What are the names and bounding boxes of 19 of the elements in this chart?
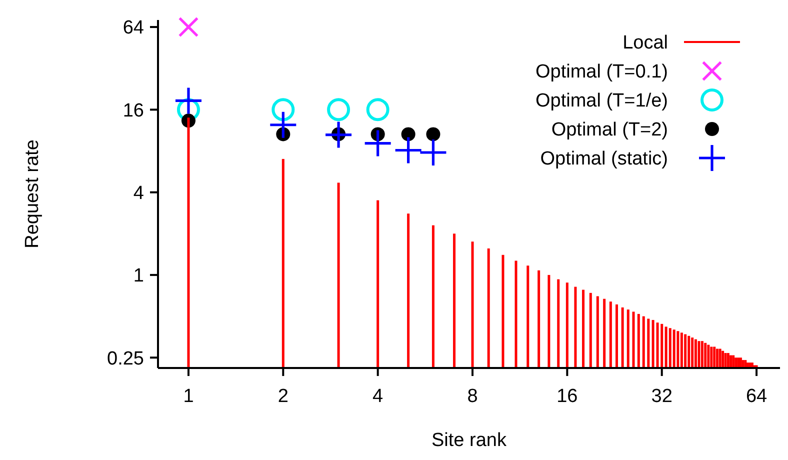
legend-label: Optimal (static) (540, 148, 668, 170)
x-tick-label: 16 (556, 386, 578, 407)
y-tick-label: 1 (133, 266, 144, 287)
legend-label: Local (622, 32, 668, 54)
y-tick-label: 0.25 (107, 348, 144, 370)
y-tick-label: 64 (122, 18, 144, 39)
x-tick-label: 8 (467, 386, 478, 407)
legend-label: Optimal (T=0.1) (535, 62, 668, 83)
y-tick-label: 16 (122, 100, 144, 122)
legend-label: Optimal (T=1/e) (535, 90, 668, 112)
y-axis-title: Request rate (22, 140, 43, 248)
legend-label: Optimal (T=2) (551, 120, 668, 141)
x-tick-label: 64 (746, 386, 768, 407)
x-tick-label: 4 (372, 386, 384, 407)
x-tick-label: 1 (183, 386, 194, 407)
y-tick-label: 4 (133, 182, 144, 204)
x-tick-label: 2 (278, 386, 288, 407)
x-tick-label: 32 (651, 386, 672, 407)
x-axis-title: Site rank (432, 430, 507, 451)
